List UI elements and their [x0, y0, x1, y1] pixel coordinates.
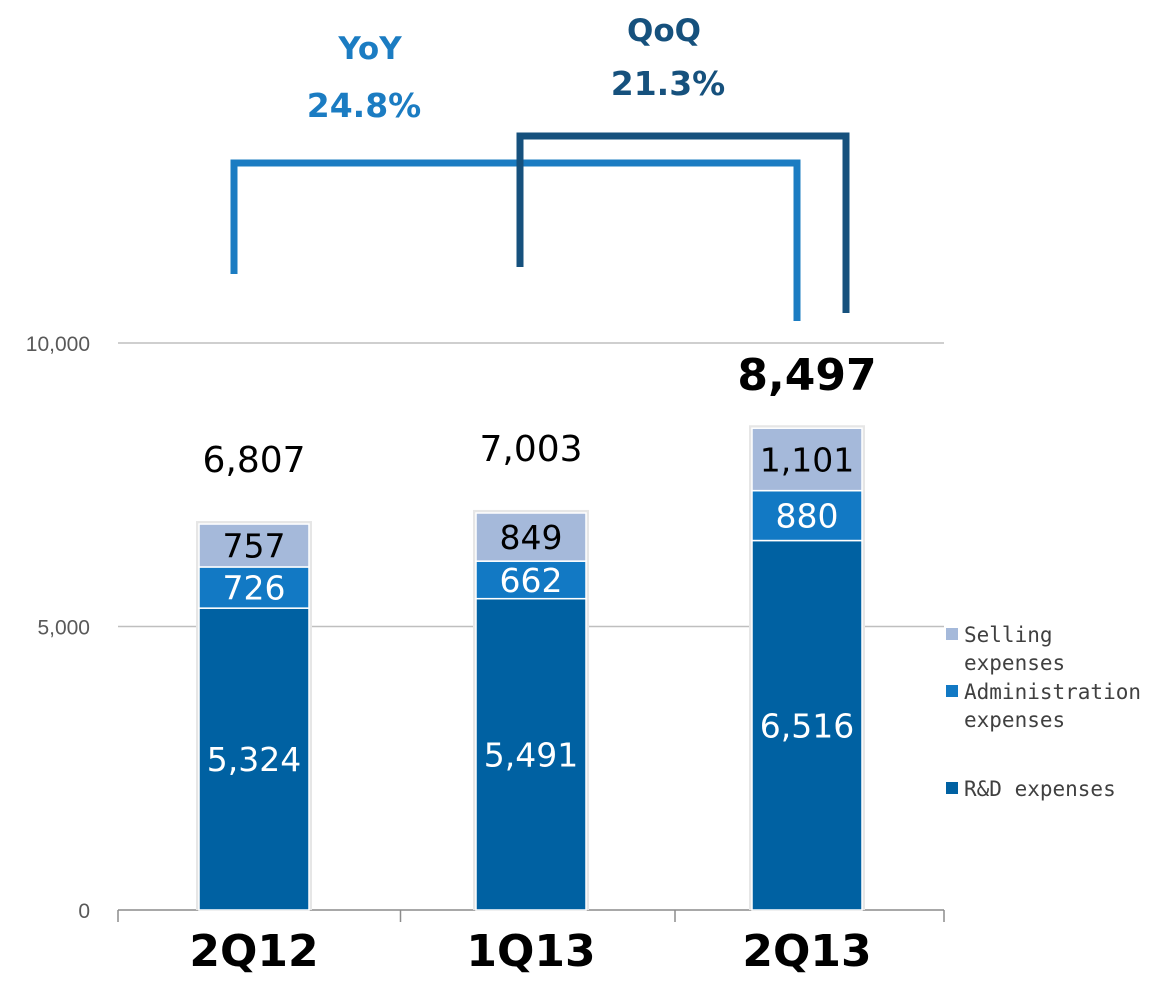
bar-segment — [475, 560, 587, 600]
total-label: 8,497 — [737, 350, 876, 401]
legend-label: Administration — [964, 680, 1141, 704]
legend-swatch — [946, 685, 958, 697]
data-label: 662 — [500, 561, 563, 600]
bar-segment — [751, 427, 863, 492]
data-label: 6,516 — [760, 706, 854, 745]
x-tick-label: 1Q13 — [466, 926, 595, 977]
legend-label: expenses — [964, 651, 1065, 675]
yoy-bracket — [230, 159, 801, 321]
bar-segment — [198, 523, 310, 568]
data-label: 880 — [776, 497, 839, 536]
bar-segment — [475, 512, 587, 562]
data-label: 5,491 — [484, 735, 578, 774]
qoq-value: 21.3% — [611, 64, 726, 103]
total-label: 6,807 — [202, 440, 305, 481]
total-label: 7,003 — [479, 429, 582, 470]
data-label: 5,324 — [207, 740, 301, 779]
legend-label: R&D expenses — [964, 777, 1116, 801]
qoq-bracket — [516, 132, 850, 313]
qoq-label: QoQ — [627, 13, 701, 49]
y-tick-label: 10,000 — [26, 333, 90, 356]
legend-label: Selling — [964, 623, 1053, 647]
data-label: 726 — [223, 569, 286, 608]
x-tick-label: 2Q12 — [189, 926, 318, 977]
x-tick-label: 2Q13 — [742, 926, 871, 977]
y-tick-label: 5,000 — [37, 617, 90, 640]
legend-swatch — [946, 782, 958, 794]
data-label: 757 — [223, 527, 286, 566]
data-label: 849 — [500, 518, 563, 557]
bar-segment — [751, 489, 863, 542]
legend-swatch — [946, 628, 958, 640]
data-label: 1,101 — [760, 440, 854, 479]
yoy-label: YoY — [337, 31, 402, 67]
y-tick-label: 0 — [78, 900, 90, 923]
bar-segment — [751, 539, 863, 911]
bar-segment — [475, 597, 587, 911]
yoy-value: 24.8% — [307, 86, 422, 125]
legend-label: expenses — [964, 708, 1065, 732]
